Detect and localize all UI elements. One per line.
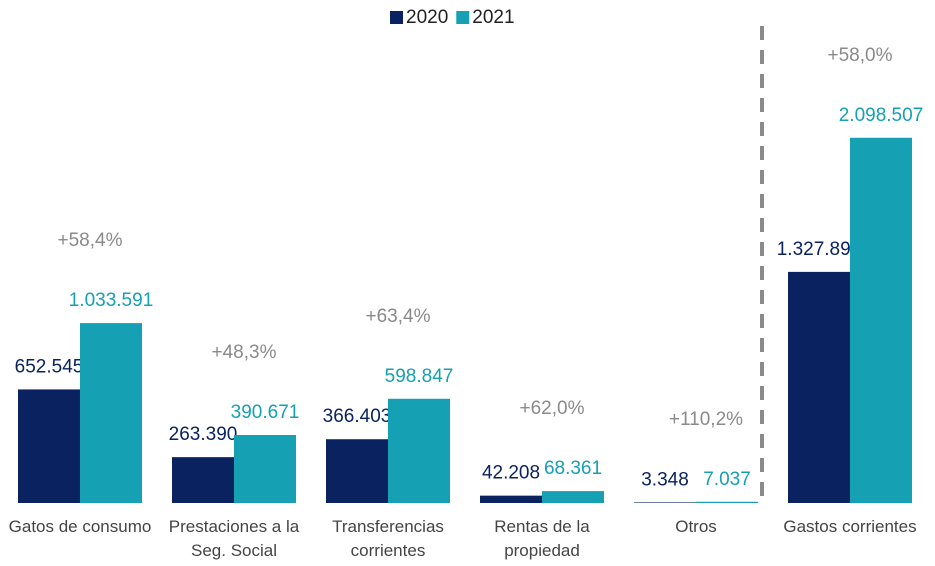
value-label: 263.390 bbox=[169, 424, 238, 445]
bar bbox=[634, 502, 696, 503]
bar bbox=[234, 435, 296, 503]
annotation: +58,0% bbox=[828, 45, 893, 66]
annotation: +58,4% bbox=[58, 230, 123, 251]
x-tick-label: Gatos de consumo bbox=[8, 517, 152, 536]
value-label: 366.403 bbox=[323, 406, 392, 427]
annotation: +63,4% bbox=[366, 306, 431, 327]
value-label: 42.208 bbox=[482, 463, 540, 484]
bar bbox=[788, 271, 850, 503]
value-label: 652.545 bbox=[15, 356, 84, 377]
bar bbox=[326, 439, 388, 503]
legend-swatch bbox=[390, 11, 403, 24]
bar bbox=[696, 501, 758, 503]
value-label: 1.327.893 bbox=[777, 239, 862, 260]
value-label: 3.348 bbox=[641, 469, 689, 490]
annotation: +62,0% bbox=[520, 398, 585, 419]
value-label: 390.671 bbox=[231, 402, 300, 423]
value-label: 2.098.507 bbox=[839, 105, 924, 126]
value-label: 598.847 bbox=[385, 366, 454, 387]
value-label: 7.037 bbox=[703, 469, 751, 490]
bar bbox=[80, 323, 142, 503]
bar bbox=[172, 457, 234, 503]
x-tick-label: Prestaciones a la Seg. Social bbox=[168, 517, 300, 560]
legend-label: 2020 bbox=[406, 7, 448, 28]
bar bbox=[388, 398, 450, 503]
legend-swatch bbox=[456, 11, 470, 24]
bar bbox=[850, 137, 912, 503]
bar bbox=[542, 491, 604, 503]
value-label: 1.033.591 bbox=[69, 290, 154, 311]
annotation: +110,2% bbox=[669, 409, 743, 430]
x-tick-label: Otros bbox=[675, 517, 717, 536]
bar bbox=[480, 495, 542, 503]
x-tick-label: Transferencias corrientes bbox=[332, 517, 444, 560]
annotation: +48,3% bbox=[212, 342, 277, 363]
legend-label: 2021 bbox=[472, 7, 514, 28]
value-label: 68.361 bbox=[544, 458, 602, 479]
x-tick-label: Rentas de la propiedad bbox=[494, 517, 590, 560]
x-tick-label: Gastos corrientes bbox=[783, 517, 917, 536]
bar bbox=[18, 389, 80, 503]
